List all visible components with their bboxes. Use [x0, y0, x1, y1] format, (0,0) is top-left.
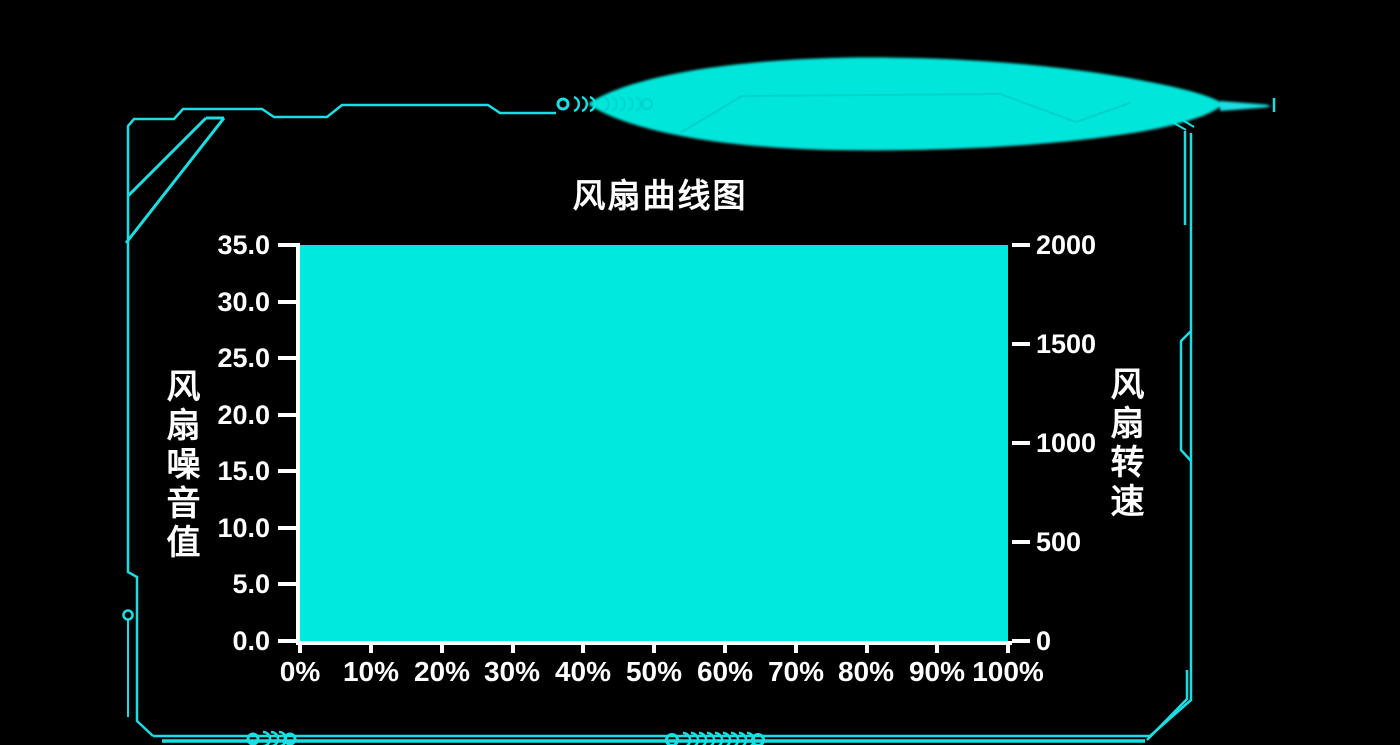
y-axis-spine — [296, 243, 300, 645]
x-tick-label: 100% — [972, 656, 1044, 687]
fan-curve-area — [300, 245, 1008, 641]
x-tick-label: 60% — [696, 656, 754, 687]
bottom-decor-left — [246, 730, 297, 745]
y-left-tick-label: 20.0 — [217, 400, 270, 430]
y-right-tick-label: 1500 — [1036, 329, 1097, 359]
glow-blob — [588, 57, 1223, 151]
glow-blob-tail — [1220, 101, 1271, 111]
y-right-tick — [1012, 342, 1030, 346]
y-right-tick — [1012, 639, 1030, 643]
y-left-tick-label: 5.0 — [232, 569, 270, 599]
y-left-tick — [278, 300, 296, 304]
y-left-axis-title: 风扇噪音值 — [161, 368, 199, 563]
x-tick — [652, 645, 656, 653]
y-right-tick-label: 1000 — [1036, 428, 1097, 458]
chart-title: 风扇曲线图 — [572, 177, 748, 214]
x-tick — [511, 645, 515, 653]
x-tick-label: 90% — [908, 656, 966, 687]
frame-right-corner-inner — [1146, 670, 1189, 741]
x-axis-spine — [296, 641, 1012, 645]
x-tick-label: 30% — [483, 656, 541, 687]
y-left-tick — [278, 413, 296, 417]
blob-inner-ring — [641, 98, 653, 110]
x-tick — [298, 645, 302, 653]
x-tick — [1006, 645, 1010, 653]
frame-left-node-circle — [122, 609, 134, 621]
y-left-tick-label: 35.0 — [217, 230, 270, 260]
x-tick-label: 70% — [767, 656, 825, 687]
blob-inner-lines — [679, 92, 1131, 134]
x-tick — [723, 645, 727, 653]
bottom-decor-right — [665, 731, 765, 745]
y-left-tick-label: 25.0 — [217, 343, 270, 373]
frame-diagonal-band — [124, 116, 226, 244]
y-left-tick-label: 15.0 — [217, 456, 270, 486]
y-right-tick-label: 500 — [1036, 527, 1082, 557]
x-tick-label: 0% — [279, 656, 321, 687]
y-left-tick — [278, 526, 296, 530]
x-tick — [369, 645, 373, 653]
y-left-tick-label: 30.0 — [217, 287, 270, 317]
x-tick-label: 80% — [837, 656, 895, 687]
x-tick — [440, 645, 444, 653]
x-tick — [935, 645, 939, 653]
y-right-tick — [1012, 243, 1030, 247]
x-tick — [581, 645, 585, 653]
x-tick-label: 50% — [625, 656, 683, 687]
y-left-tick — [278, 469, 296, 473]
x-tick — [865, 645, 869, 653]
x-tick — [794, 645, 798, 653]
y-left-tick-label: 0.0 — [232, 626, 270, 656]
y-right-tick-label: 0 — [1036, 626, 1052, 656]
frame-right-bracket — [1179, 330, 1192, 462]
x-tick-label: 20% — [413, 656, 471, 687]
y-left-tick — [278, 582, 296, 586]
y-left-tick — [278, 639, 296, 643]
x-tick-label: 10% — [342, 656, 400, 687]
x-tick-label: 40% — [554, 656, 612, 687]
top-ring-icon — [556, 97, 570, 111]
y-right-tick — [1012, 441, 1030, 445]
y-right-tick — [1012, 540, 1030, 544]
frame-outline — [126, 103, 556, 737]
blob-inner-arcs — [603, 96, 642, 112]
y-right-axis-title: 风扇转速 — [1105, 366, 1143, 522]
y-left-tick — [278, 243, 296, 247]
y-right-tick-label: 2000 — [1036, 230, 1097, 260]
y-left-tick — [278, 356, 296, 360]
y-left-tick-label: 10.0 — [217, 513, 270, 543]
